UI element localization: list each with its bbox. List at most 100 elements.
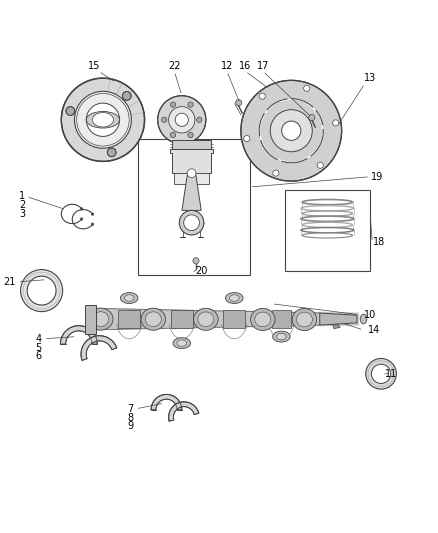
Text: 9: 9: [127, 422, 134, 431]
Circle shape: [270, 110, 312, 152]
Circle shape: [162, 117, 167, 123]
Polygon shape: [60, 326, 97, 344]
Polygon shape: [320, 313, 357, 325]
Circle shape: [244, 135, 250, 142]
Circle shape: [179, 211, 204, 235]
Circle shape: [80, 217, 83, 220]
Ellipse shape: [198, 312, 214, 327]
Ellipse shape: [297, 312, 312, 327]
Polygon shape: [81, 336, 117, 360]
Circle shape: [273, 170, 279, 176]
Text: 10: 10: [364, 310, 376, 320]
Text: 12: 12: [221, 61, 233, 71]
Ellipse shape: [88, 308, 113, 330]
Text: 6: 6: [35, 351, 42, 361]
Text: 20: 20: [195, 266, 207, 276]
Bar: [285, 190, 370, 271]
Ellipse shape: [272, 331, 290, 342]
Circle shape: [66, 107, 75, 116]
Bar: [174, 173, 209, 184]
Circle shape: [193, 258, 199, 264]
Circle shape: [236, 100, 242, 106]
Circle shape: [304, 85, 310, 91]
Ellipse shape: [92, 112, 113, 127]
Circle shape: [309, 115, 315, 120]
Circle shape: [332, 120, 339, 126]
Ellipse shape: [255, 312, 271, 327]
Polygon shape: [85, 304, 96, 334]
Ellipse shape: [230, 295, 239, 301]
Polygon shape: [151, 394, 182, 410]
Text: 17: 17: [257, 61, 269, 71]
Text: 13: 13: [364, 73, 376, 83]
Bar: [172, 140, 211, 149]
Ellipse shape: [141, 308, 166, 330]
Polygon shape: [85, 308, 359, 330]
Text: 4: 4: [35, 334, 42, 344]
Ellipse shape: [292, 309, 317, 330]
Circle shape: [80, 207, 83, 210]
Ellipse shape: [194, 308, 218, 330]
Polygon shape: [169, 402, 199, 421]
Polygon shape: [182, 175, 201, 211]
Circle shape: [74, 91, 131, 148]
Polygon shape: [118, 310, 140, 328]
Ellipse shape: [124, 295, 134, 301]
Text: 2: 2: [19, 200, 25, 210]
Circle shape: [91, 223, 94, 225]
Polygon shape: [171, 310, 193, 328]
Text: 16: 16: [239, 61, 251, 71]
Text: 7: 7: [127, 404, 134, 414]
Circle shape: [187, 169, 196, 177]
Text: 1: 1: [19, 191, 25, 201]
Circle shape: [188, 132, 193, 138]
Circle shape: [170, 102, 176, 107]
Text: 18: 18: [373, 237, 385, 247]
Circle shape: [175, 113, 188, 126]
Circle shape: [197, 117, 202, 123]
Text: 15: 15: [88, 61, 100, 71]
Text: 8: 8: [127, 413, 134, 423]
Polygon shape: [272, 310, 291, 328]
Circle shape: [107, 148, 116, 157]
Ellipse shape: [145, 312, 161, 327]
Text: 21: 21: [3, 277, 15, 287]
Circle shape: [170, 132, 176, 138]
Circle shape: [282, 121, 301, 140]
Text: 14: 14: [368, 325, 380, 335]
Text: 22: 22: [168, 61, 180, 71]
Circle shape: [61, 78, 145, 161]
Circle shape: [317, 162, 323, 168]
Circle shape: [371, 364, 391, 383]
Polygon shape: [223, 310, 245, 328]
Text: 19: 19: [371, 172, 383, 182]
Circle shape: [27, 276, 56, 305]
Ellipse shape: [177, 340, 187, 346]
Circle shape: [188, 102, 193, 107]
Ellipse shape: [120, 293, 138, 303]
Polygon shape: [333, 324, 340, 329]
Text: 11: 11: [385, 369, 398, 379]
Circle shape: [259, 93, 265, 99]
Text: 3: 3: [19, 209, 25, 219]
Circle shape: [91, 213, 94, 215]
Ellipse shape: [226, 293, 243, 303]
Circle shape: [366, 359, 396, 389]
Circle shape: [158, 96, 206, 144]
Ellipse shape: [86, 111, 120, 128]
Ellipse shape: [277, 333, 286, 340]
Ellipse shape: [173, 338, 191, 349]
Text: 5: 5: [35, 343, 42, 352]
Circle shape: [21, 270, 63, 312]
Bar: [138, 140, 250, 275]
Circle shape: [169, 107, 195, 133]
Polygon shape: [170, 149, 213, 173]
Circle shape: [184, 215, 199, 231]
Circle shape: [241, 80, 342, 181]
Circle shape: [77, 93, 129, 146]
Circle shape: [122, 92, 131, 100]
Ellipse shape: [251, 309, 275, 330]
Ellipse shape: [93, 312, 109, 326]
Circle shape: [86, 103, 120, 136]
Ellipse shape: [360, 314, 367, 324]
